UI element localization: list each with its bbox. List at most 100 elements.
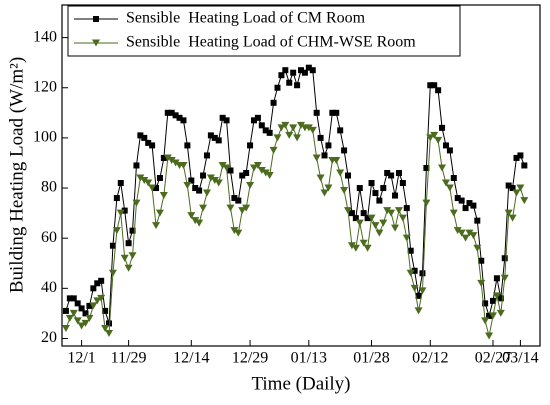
data-point	[215, 137, 222, 144]
data-point	[125, 240, 132, 247]
data-point	[78, 305, 85, 312]
data-point	[153, 185, 160, 192]
x-tick-label: 02/27	[475, 350, 511, 367]
data-point	[159, 192, 168, 200]
data-point	[458, 197, 465, 204]
data-point	[184, 142, 191, 149]
data-point	[202, 189, 211, 197]
data-point	[242, 204, 251, 212]
y-axis-label: Building Heating Load (W/m²)	[6, 57, 27, 293]
data-point	[364, 215, 371, 222]
data-point	[81, 319, 90, 327]
data-point	[394, 207, 403, 215]
y-tick-label: 60	[41, 229, 57, 246]
data-point	[148, 184, 157, 192]
data-point	[304, 124, 313, 132]
data-point	[128, 252, 137, 260]
data-point	[179, 161, 188, 169]
data-point	[105, 329, 114, 337]
data-point	[450, 175, 457, 182]
data-point	[246, 182, 255, 190]
data-point	[97, 294, 106, 302]
data-point	[426, 134, 435, 142]
data-point	[132, 199, 141, 207]
data-point	[453, 227, 462, 235]
data-point	[449, 209, 458, 217]
x-tick-label: 12/29	[232, 350, 268, 367]
data-point	[187, 212, 196, 220]
data-point	[473, 244, 482, 252]
data-point	[489, 297, 496, 304]
data-point	[90, 285, 97, 292]
data-point	[497, 295, 504, 302]
data-point	[112, 227, 121, 235]
data-point	[180, 117, 187, 124]
data-point	[333, 109, 340, 116]
series-line	[65, 124, 525, 337]
x-tick-label: 02/12	[412, 350, 448, 367]
data-point	[441, 179, 450, 187]
data-point	[137, 132, 144, 139]
data-point	[410, 284, 419, 292]
data-point	[418, 287, 427, 295]
data-point	[399, 180, 406, 187]
data-point	[223, 117, 230, 124]
data-point	[269, 146, 278, 154]
data-point	[290, 69, 297, 76]
x-tick-label: 01/28	[353, 350, 389, 367]
data-point	[172, 112, 179, 119]
data-point	[257, 166, 266, 174]
data-point	[274, 84, 281, 91]
data-point	[133, 162, 140, 169]
data-point	[485, 332, 494, 340]
data-point	[163, 154, 172, 162]
data-point	[278, 72, 285, 79]
data-point	[422, 199, 431, 207]
data-point	[423, 164, 430, 171]
data-point	[294, 82, 301, 89]
data-point	[261, 169, 270, 177]
data-point	[356, 185, 363, 192]
data-point	[317, 134, 324, 141]
data-point	[466, 200, 473, 207]
data-point	[508, 214, 517, 222]
data-point	[61, 324, 70, 332]
data-point	[171, 159, 180, 167]
data-point	[461, 234, 470, 242]
data-point	[384, 169, 391, 176]
data-point	[504, 209, 513, 217]
data-point	[324, 184, 333, 192]
data-point	[367, 214, 376, 222]
data-point	[347, 242, 356, 250]
data-point	[363, 244, 372, 252]
legend-marker	[92, 39, 100, 47]
x-tick-label: 03/14	[502, 350, 538, 367]
data-point	[149, 142, 156, 149]
data-point	[289, 124, 298, 132]
x-tick-label: 11/29	[111, 350, 147, 367]
data-point	[192, 185, 199, 192]
data-point	[89, 302, 98, 310]
data-point	[144, 179, 153, 187]
data-point	[210, 177, 219, 185]
data-point	[98, 277, 105, 284]
data-point	[155, 209, 164, 217]
y-tick-label: 80	[41, 179, 57, 196]
data-point	[352, 215, 359, 222]
data-point	[305, 64, 312, 71]
data-point	[344, 207, 353, 215]
data-point	[301, 69, 308, 76]
data-point	[253, 161, 262, 169]
data-point	[218, 161, 227, 169]
x-axis-label: Time (Daily)	[251, 373, 350, 394]
data-point	[120, 254, 129, 262]
data-point	[337, 127, 344, 134]
data-point	[312, 154, 321, 162]
data-point	[492, 292, 501, 300]
data-point	[341, 147, 348, 154]
legend-label: Sensible Heating Load of CHM-WSE Room	[126, 34, 416, 51]
data-point	[383, 207, 392, 215]
data-point	[462, 205, 469, 212]
data-point	[392, 192, 399, 199]
